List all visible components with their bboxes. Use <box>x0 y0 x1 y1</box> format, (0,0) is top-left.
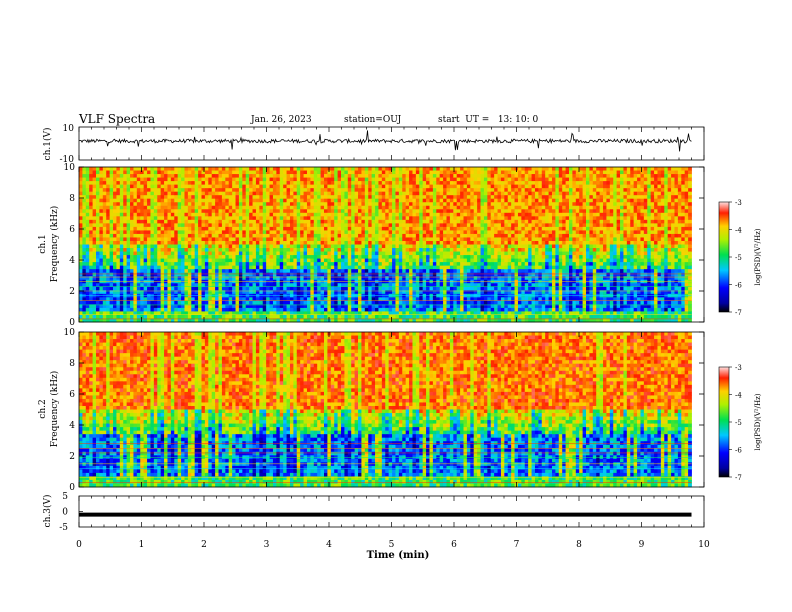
ch2-colorbar-tick--6: -6 <box>735 447 742 455</box>
ch2-colorbar-tick--5: -5 <box>735 419 742 427</box>
ch2-freq-tick-4: 4 <box>69 421 75 431</box>
ch1-freq-tick-10: 10 <box>64 163 76 173</box>
ch2-freq-tick-10: 10 <box>64 328 76 338</box>
ch2-colorbar-tick--7: -7 <box>735 474 742 482</box>
start-time-label: start UT = 13: 10: 0 <box>438 115 539 125</box>
ch1-colorbar-tick--6: -6 <box>735 282 742 290</box>
x-tick-8: 8 <box>576 540 582 550</box>
x-tick-9: 9 <box>639 540 645 550</box>
ch2-freq-tick-0: 0 <box>69 483 75 493</box>
x-tick-1: 1 <box>139 540 145 550</box>
ch1-freq-tick-4: 4 <box>69 256 75 266</box>
ch2-freq-tick-2: 2 <box>69 452 75 462</box>
x-tick-0: 0 <box>76 540 82 550</box>
ch1-freq-tick-0: 0 <box>69 318 75 328</box>
ch1-spectrogram-image <box>79 167 692 323</box>
ch3-waveform-ylabel: ch.3(V) <box>42 495 53 528</box>
ch3-waveform-panel: 5 -5 ch.3(V) 0 0 1 2 3 4 5 6 7 8 9 10 Time (min) <box>42 127 710 561</box>
station-label: station=OUJ <box>344 115 402 125</box>
ch1-colorbar: -3 -4 -5 -6 -7 log(PSD)(V²/Hz) <box>718 199 762 317</box>
ch2-spectrogram-image <box>79 332 692 488</box>
x-axis-label: Time (min) <box>367 550 430 561</box>
x-tick-6: 6 <box>451 540 457 550</box>
ch1-freq-tick-6: 6 <box>69 225 75 235</box>
ch1-waveform-ylabel: ch.1(V) <box>42 128 53 161</box>
ch2-spectrogram-panel: 0 2 4 6 8 10 ch.2 Frequency (kHz) <box>38 328 705 493</box>
x-tick-2: 2 <box>201 540 207 550</box>
ch1-y-tick-top: 10 <box>63 124 75 134</box>
ch1-frequency-ylabel: Frequency (kHz) <box>49 206 60 283</box>
ch2-freq-tick-8: 8 <box>69 359 75 369</box>
ch1-colorbar-tick--5: -5 <box>735 254 742 262</box>
ch1-panel-label: ch.1 <box>38 234 48 253</box>
x-tick-7: 7 <box>514 540 520 550</box>
ch2-colorbar-tick--4: -4 <box>735 392 742 400</box>
ch3-y-tick-zero: 0 <box>62 508 68 518</box>
ch1-colorbar-tick--7: -7 <box>735 309 742 317</box>
ch1-waveform-panel: 10 -10 ch.1(V) <box>42 124 705 165</box>
ch1-y-tick-bottom: -10 <box>60 155 75 165</box>
x-tick-4: 4 <box>326 540 332 550</box>
ch3-y-tick-bottom: -5 <box>59 523 68 533</box>
x-tick-5: 5 <box>389 540 395 550</box>
ch2-frequency-ylabel: Frequency (kHz) <box>49 371 60 448</box>
x-tick-3: 3 <box>264 540 270 550</box>
ch3-y-tick-top: 5 <box>62 492 68 502</box>
ch2-panel-label: ch.2 <box>38 399 48 418</box>
ch1-colorbar-tick--4: -4 <box>735 227 742 235</box>
ch1-freq-tick-8: 8 <box>69 194 75 204</box>
ch1-waveform-trace <box>79 130 692 152</box>
ch1-freq-tick-2: 2 <box>69 287 75 297</box>
ch1-spectrogram-panel: 0 2 4 6 8 10 ch.1 Frequency (kHz) <box>38 163 705 328</box>
date-label: Jan. 26, 2023 <box>251 115 312 125</box>
ch1-colorbar-tick--3: -3 <box>735 199 742 207</box>
x-tick-10: 10 <box>698 540 710 550</box>
figure-title: VLF Spectra <box>79 112 156 126</box>
ch1-colorbar-label: log(PSD)(V²/Hz) <box>754 228 762 285</box>
ch2-freq-tick-6: 6 <box>69 390 75 400</box>
ch2-colorbar: -3 -4 -5 -6 -7 log(PSD)(V²/Hz) <box>718 364 762 482</box>
ch2-colorbar-tick--3: -3 <box>735 364 742 372</box>
ch2-colorbar-label: log(PSD)(V²/Hz) <box>754 393 762 450</box>
